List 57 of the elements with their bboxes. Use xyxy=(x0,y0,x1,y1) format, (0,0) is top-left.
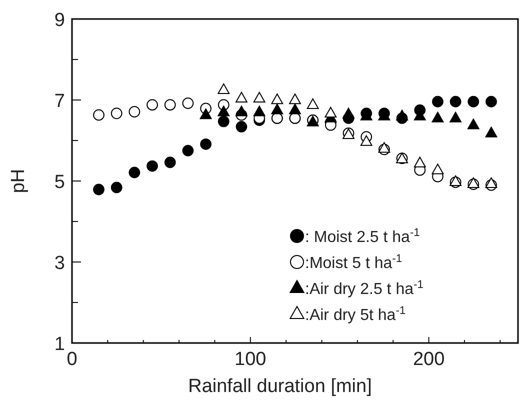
point xyxy=(236,92,248,103)
point xyxy=(342,108,354,118)
point xyxy=(450,112,462,122)
point xyxy=(485,177,498,188)
point xyxy=(324,106,337,118)
x-axis-title: Rainfall duration [min] xyxy=(188,376,372,397)
point xyxy=(271,104,284,114)
point xyxy=(486,96,497,108)
y-tick-label: 3 xyxy=(54,253,65,274)
point xyxy=(432,112,444,122)
point xyxy=(200,108,212,120)
point xyxy=(414,156,426,168)
point xyxy=(236,121,248,132)
point xyxy=(432,96,444,108)
point xyxy=(93,109,104,121)
point xyxy=(146,99,158,111)
y-tick-label: 1 xyxy=(54,334,65,355)
legend-label: :Moist 5 t ha$^{-1}$ xyxy=(305,253,402,272)
point xyxy=(253,106,266,116)
x-tick-label: 100 xyxy=(234,349,266,370)
point xyxy=(485,126,498,138)
point xyxy=(182,144,194,156)
x-tick-label: 200 xyxy=(412,349,445,370)
point xyxy=(146,160,158,172)
y-tick-label: 7 xyxy=(54,91,65,112)
point xyxy=(110,108,122,120)
point xyxy=(253,92,266,103)
point xyxy=(128,106,140,118)
point xyxy=(128,166,140,178)
y-tick-label: 5 xyxy=(54,172,65,193)
y-axis-title: pH xyxy=(8,168,29,194)
point xyxy=(218,83,230,94)
legend-label: : Moist 2.5 t ha$^{-1}$ xyxy=(305,227,420,246)
point xyxy=(110,182,122,194)
x-tick-label: 0 xyxy=(66,349,78,370)
point xyxy=(236,106,248,116)
point xyxy=(200,138,212,150)
point xyxy=(271,94,284,104)
point xyxy=(218,106,230,116)
point xyxy=(289,94,301,104)
y-tick-label: 9 xyxy=(54,10,65,31)
point xyxy=(467,118,480,130)
point xyxy=(182,98,194,109)
legend-label: :Air dry 2.5 t ha$^{-1}$ xyxy=(305,279,424,298)
point xyxy=(378,142,390,153)
point xyxy=(468,96,480,108)
point xyxy=(93,184,104,196)
point xyxy=(306,98,319,109)
point xyxy=(450,96,462,108)
legend-label: :Air dry 5t ha$^{-1}$ xyxy=(305,305,406,324)
point xyxy=(396,110,408,120)
point xyxy=(289,104,301,114)
point xyxy=(432,164,444,174)
point xyxy=(164,99,176,111)
point xyxy=(360,135,372,146)
point xyxy=(218,116,230,128)
point xyxy=(164,156,176,168)
